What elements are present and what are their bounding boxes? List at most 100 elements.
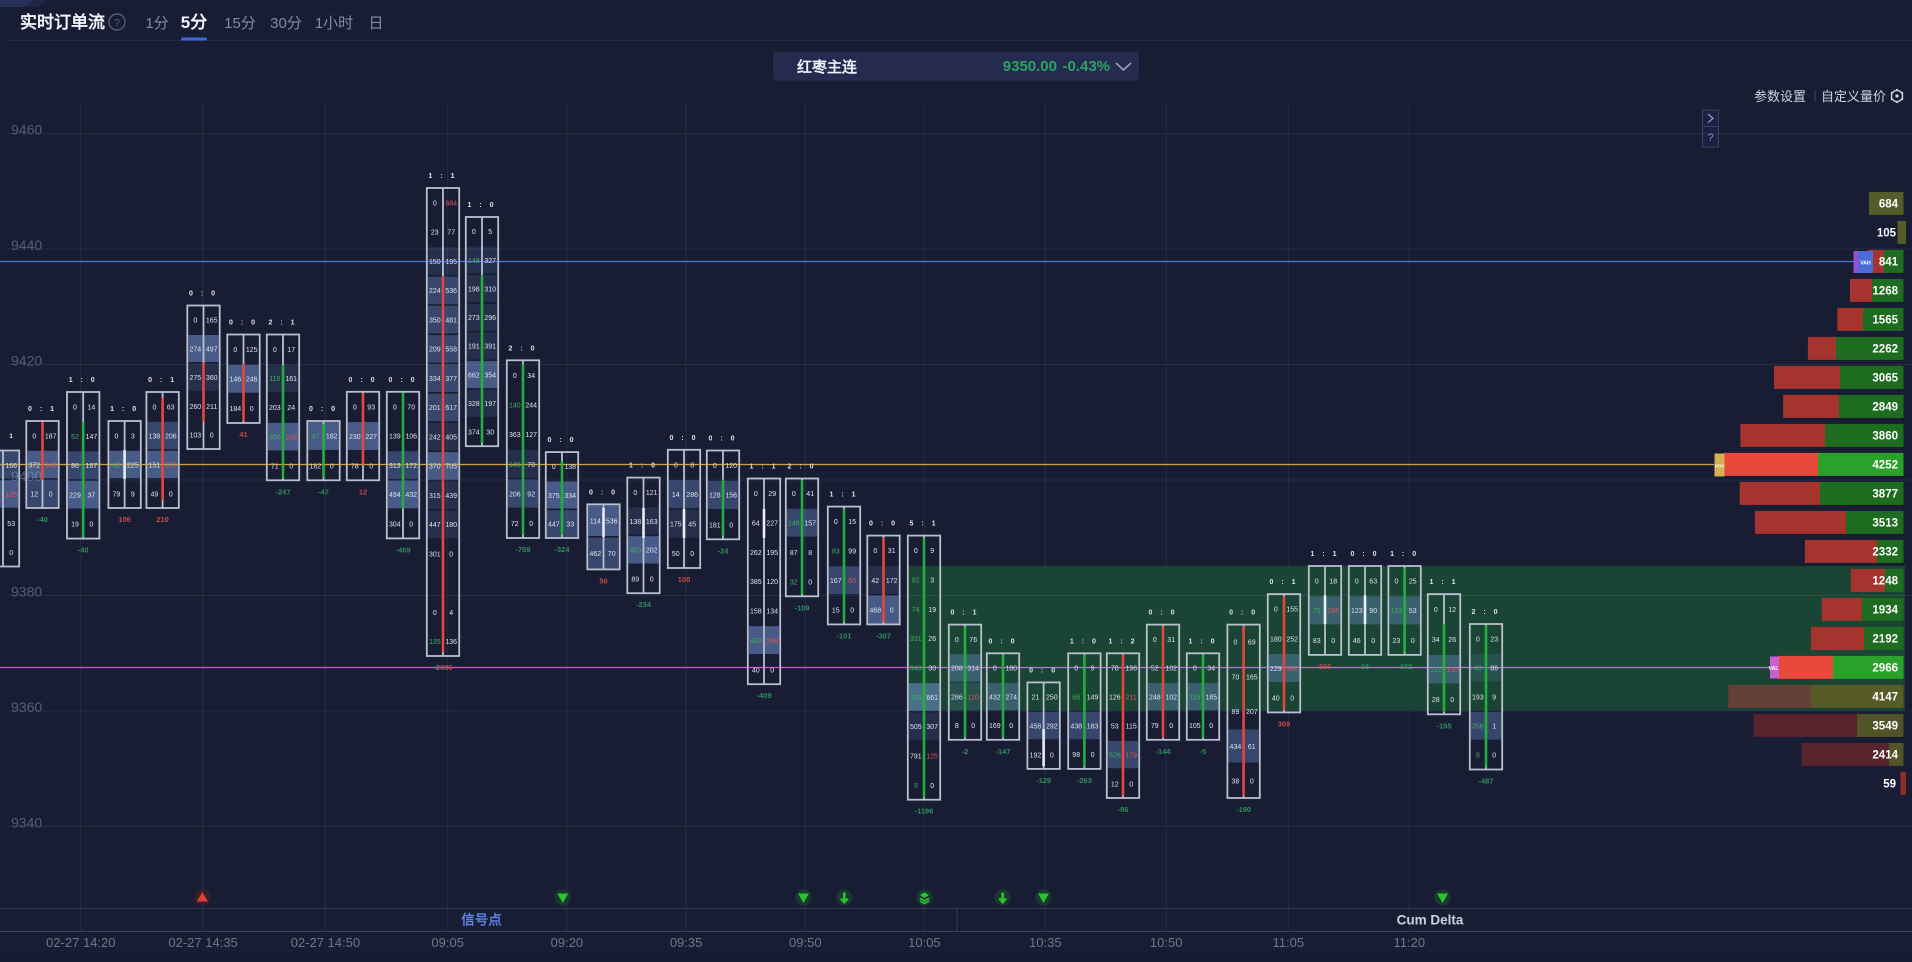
- svg-text:26: 26: [928, 636, 936, 643]
- svg-text:106: 106: [405, 434, 417, 441]
- svg-text:196: 196: [1125, 666, 1137, 673]
- svg-text:331: 331: [910, 636, 922, 643]
- svg-text:12: 12: [359, 487, 367, 496]
- svg-text:-40: -40: [78, 546, 89, 555]
- svg-text:184: 184: [229, 406, 241, 413]
- svg-text:10:05: 10:05: [908, 935, 941, 950]
- svg-text:0: 0: [233, 347, 237, 354]
- svg-text:49: 49: [151, 491, 159, 498]
- svg-text:0: 0: [834, 519, 838, 526]
- svg-text:248: 248: [1149, 694, 1161, 701]
- svg-text:-109: -109: [794, 603, 809, 612]
- svg-text:661: 661: [926, 695, 938, 702]
- svg-text:1 : 0: 1 : 0: [1070, 638, 1099, 645]
- svg-text:3549: 3549: [1872, 721, 1898, 733]
- svg-text:346: 346: [910, 666, 922, 673]
- svg-text:0 : 1: 0 : 1: [148, 377, 177, 384]
- svg-text:2262: 2262: [1872, 344, 1898, 356]
- svg-text:161: 161: [285, 376, 297, 383]
- svg-text:207: 207: [1246, 709, 1258, 716]
- svg-text:0: 0: [1476, 636, 1480, 643]
- svg-text:203: 203: [269, 405, 281, 412]
- svg-text:0: 0: [1129, 781, 1133, 788]
- svg-text:182: 182: [309, 463, 321, 470]
- svg-text:28: 28: [1432, 697, 1440, 704]
- svg-text:9: 9: [1091, 666, 1095, 673]
- svg-text:334: 334: [564, 493, 576, 500]
- svg-text:148: 148: [468, 258, 480, 265]
- svg-text:230: 230: [349, 434, 361, 441]
- svg-text:02-27 14:35: 02-27 14:35: [168, 935, 237, 950]
- svg-text:370: 370: [429, 464, 441, 471]
- svg-text:432: 432: [989, 694, 1001, 701]
- svg-text:70: 70: [608, 551, 616, 558]
- svg-text:09:35: 09:35: [670, 935, 703, 950]
- svg-text:684: 684: [1879, 199, 1899, 211]
- svg-text:-2086: -2086: [433, 663, 452, 672]
- svg-text:172: 172: [405, 463, 417, 470]
- svg-text:62: 62: [71, 434, 79, 441]
- svg-text:3877: 3877: [1872, 489, 1898, 501]
- svg-text:385: 385: [750, 579, 762, 586]
- svg-text:227: 227: [766, 520, 778, 527]
- svg-text:0: 0: [1209, 723, 1213, 730]
- svg-text:374: 374: [468, 430, 480, 437]
- svg-text:10:35: 10:35: [1029, 935, 1062, 950]
- svg-text:9: 9: [930, 548, 934, 555]
- svg-text:121: 121: [646, 490, 658, 497]
- svg-text:405: 405: [445, 434, 457, 441]
- svg-text:0: 0: [32, 433, 36, 440]
- svg-text:191: 191: [468, 344, 480, 351]
- svg-text:201: 201: [429, 405, 441, 412]
- svg-text:0: 0: [1050, 752, 1054, 759]
- svg-text:79: 79: [1151, 723, 1159, 730]
- svg-text:157: 157: [804, 521, 816, 528]
- svg-text:0: 0: [449, 551, 453, 558]
- svg-text:0 : 0: 0 : 0: [708, 436, 737, 443]
- svg-text:183: 183: [1087, 723, 1099, 730]
- svg-text:53: 53: [1111, 723, 1119, 730]
- svg-text:165: 165: [1246, 674, 1258, 681]
- svg-text:169: 169: [989, 723, 1001, 730]
- svg-text:0 : 0: 0 : 0: [1148, 610, 1177, 617]
- svg-text:2966: 2966: [1872, 663, 1898, 675]
- svg-text:2414: 2414: [1872, 750, 1898, 762]
- svg-text:202: 202: [646, 548, 658, 555]
- svg-text:26: 26: [1448, 637, 1456, 644]
- svg-text:181: 181: [709, 522, 721, 529]
- svg-text:0 : 0: 0 : 0: [869, 521, 898, 528]
- svg-text:0 : 0: 0 : 0: [388, 377, 417, 384]
- svg-text:-247: -247: [275, 487, 290, 496]
- svg-text:167: 167: [830, 578, 842, 585]
- svg-text:1 : 0: 1 : 0: [69, 377, 98, 384]
- svg-text:187: 187: [45, 433, 57, 440]
- svg-text:52: 52: [1151, 666, 1159, 673]
- svg-text:327: 327: [484, 258, 496, 265]
- svg-text:206: 206: [509, 491, 521, 498]
- svg-text:-263: -263: [1077, 776, 1092, 785]
- svg-text:2 : 0: 2 : 0: [787, 464, 816, 471]
- svg-text:参数设置: 参数设置: [1754, 89, 1806, 104]
- svg-text:99: 99: [848, 549, 856, 556]
- svg-text:147: 147: [86, 434, 98, 441]
- svg-text:0: 0: [1355, 579, 1359, 586]
- svg-text:-147: -147: [995, 747, 1010, 756]
- svg-text:105: 105: [1877, 228, 1897, 240]
- svg-text:8: 8: [690, 462, 694, 469]
- svg-text:-0.43%: -0.43%: [1062, 58, 1110, 75]
- svg-text:119: 119: [1189, 694, 1200, 701]
- svg-text:31: 31: [888, 548, 896, 555]
- svg-text:0: 0: [955, 637, 959, 644]
- svg-text:163: 163: [646, 519, 658, 526]
- svg-text:229: 229: [1270, 666, 1282, 673]
- svg-text:350: 350: [429, 317, 441, 324]
- svg-text:61: 61: [1248, 744, 1256, 751]
- svg-text:391: 391: [484, 344, 496, 351]
- svg-text:0: 0: [433, 610, 437, 617]
- svg-text:165: 165: [206, 318, 218, 325]
- svg-text:1: 1: [9, 433, 13, 440]
- svg-text:125: 125: [926, 754, 938, 761]
- svg-text:0: 0: [770, 667, 774, 674]
- svg-text:VAL: VAL: [1769, 666, 1780, 672]
- svg-text:0: 0: [1153, 637, 1157, 644]
